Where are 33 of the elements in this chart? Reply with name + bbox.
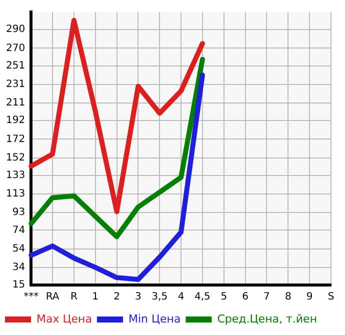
y-tick-label: 34 xyxy=(12,262,26,273)
y-tick-label: 290 xyxy=(6,24,26,36)
legend-label: Max Цена xyxy=(36,312,92,326)
y-tick-label: 251 xyxy=(6,60,26,72)
y-tick-label: 231 xyxy=(6,79,26,90)
x-tick-label: 5 xyxy=(220,292,228,303)
legend-label: Сред.Цена, т.йен xyxy=(217,312,318,326)
x-tick-label: RA xyxy=(46,292,60,303)
x-tick-label: 6 xyxy=(242,292,248,303)
x-tick-label: R xyxy=(70,292,78,303)
x-tick-label: 2 xyxy=(114,292,120,303)
y-tick-label: 74 xyxy=(12,224,26,236)
y-tick-label: 152 xyxy=(6,152,26,164)
x-tick-label: S xyxy=(328,292,334,303)
y-tick-label: 172 xyxy=(6,134,26,145)
x-tick-label: 1 xyxy=(92,292,99,303)
y-tick-label: 54 xyxy=(12,243,26,254)
y-tick-label: 211 xyxy=(6,98,26,109)
x-tick-label: 7 xyxy=(264,292,270,303)
x-tick-label: 8 xyxy=(284,292,292,303)
x-tick-label: 3,5 xyxy=(152,292,168,303)
y-tick-label: 270 xyxy=(6,42,26,54)
x-tick-label: 4 xyxy=(178,292,184,303)
legend-label: Min Цена xyxy=(128,312,181,326)
x-tick-label: 3 xyxy=(135,292,142,303)
x-tick-label: 4,5 xyxy=(194,292,210,303)
x-tick-label: *** xyxy=(24,292,39,303)
y-tick-label: 93 xyxy=(12,207,26,218)
y-tick-label: 15 xyxy=(12,280,26,291)
y-tick-label: 113 xyxy=(6,188,26,200)
y-tick-label: 192 xyxy=(6,115,26,126)
y-tick-label: 133 xyxy=(6,170,26,182)
x-tick-label: 9 xyxy=(306,292,313,303)
